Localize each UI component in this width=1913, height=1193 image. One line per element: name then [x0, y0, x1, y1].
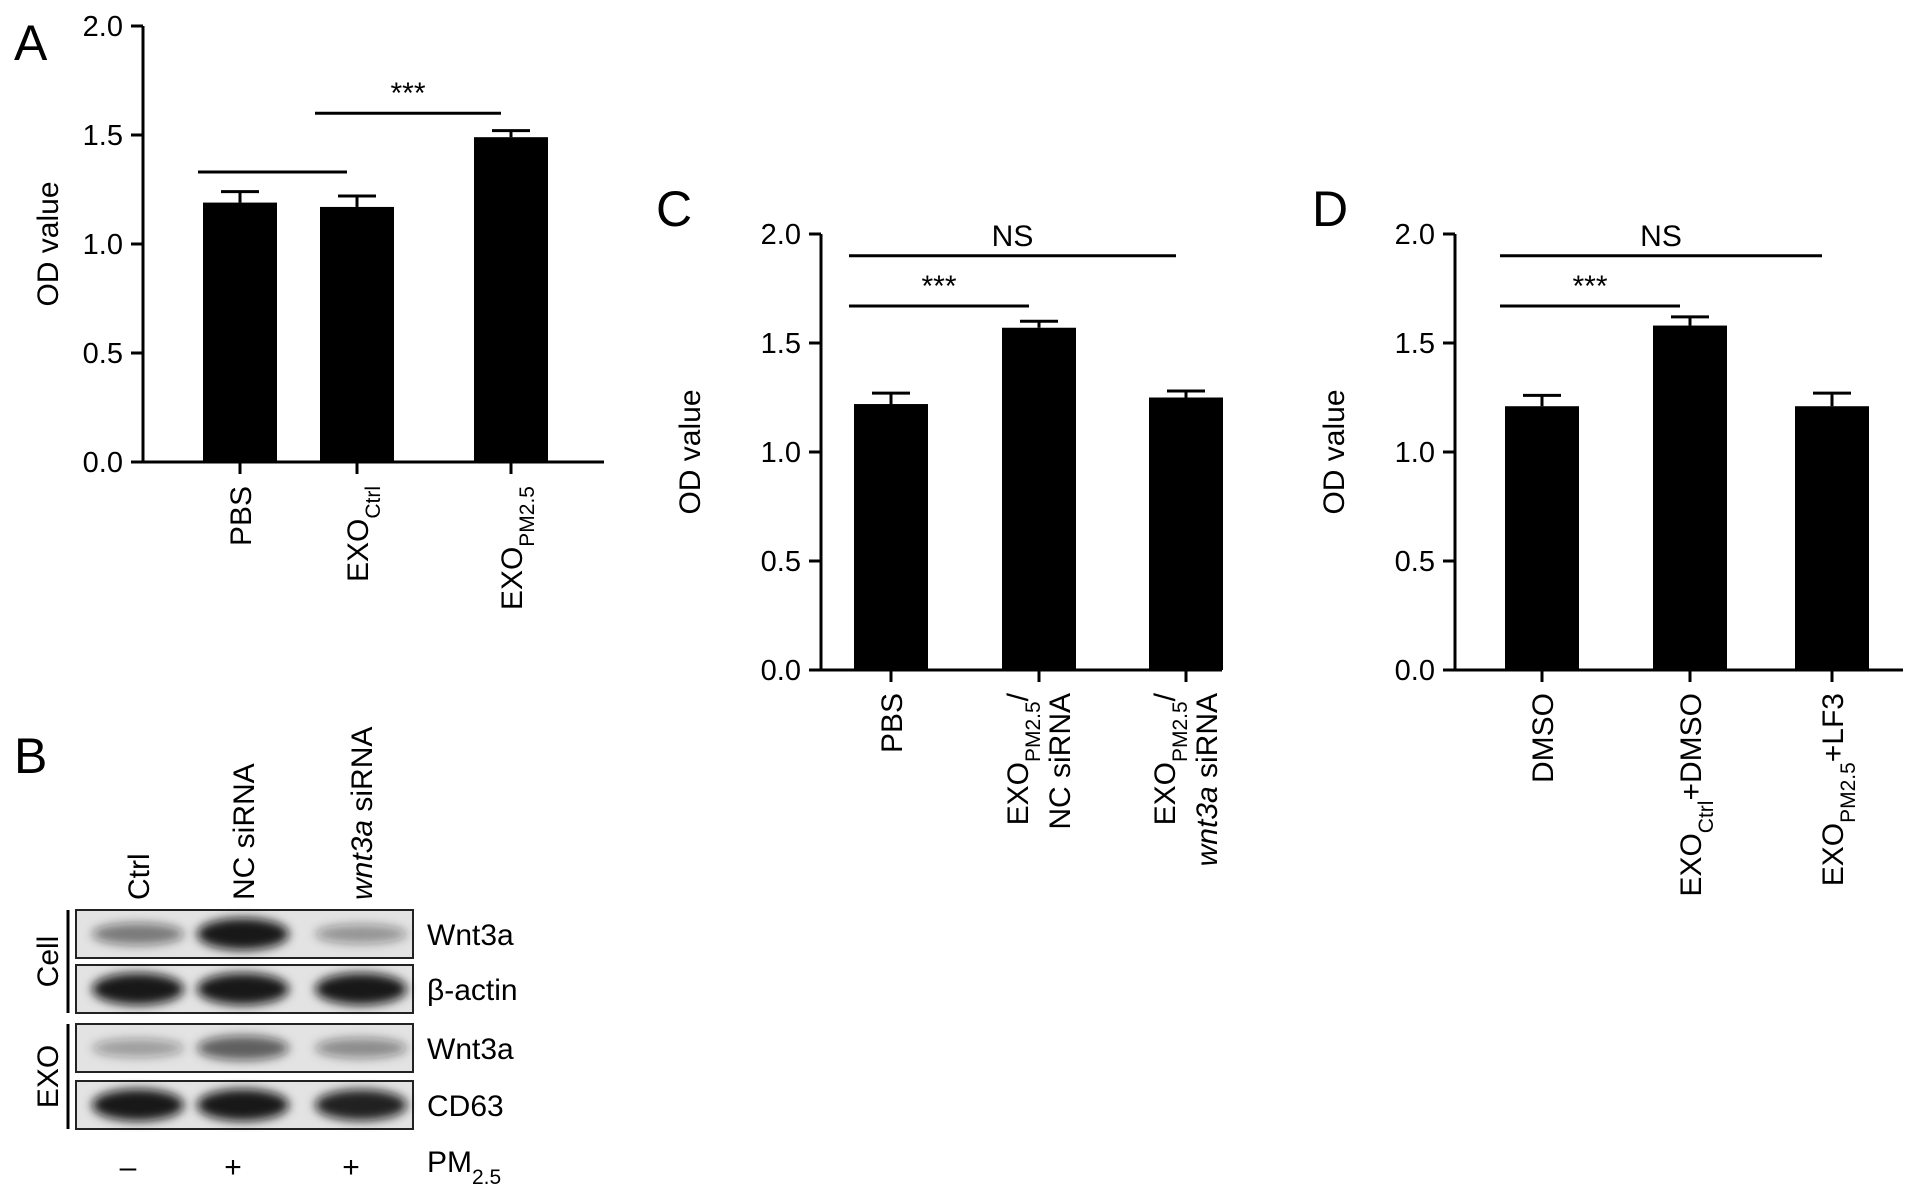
- bar: [1795, 406, 1869, 670]
- blot-row-label: CD63: [427, 1090, 504, 1123]
- x-category-label: PBS: [876, 693, 909, 753]
- blot-band: [92, 922, 184, 946]
- lane-label: Ctrl: [123, 853, 156, 900]
- y-tick-label: 2.0: [1395, 219, 1435, 251]
- x-category-label-line2: NC siRNA: [1044, 693, 1077, 830]
- x-category-label: DMSO: [1527, 693, 1560, 783]
- blot-band: [92, 1089, 184, 1121]
- blot-band: [197, 973, 289, 1005]
- bar: [854, 404, 928, 670]
- x-category-label: EXOPM2.5/: [1149, 692, 1192, 825]
- y-tick-label: 1.5: [83, 120, 123, 152]
- bar: [320, 206, 394, 462]
- y-tick-label: 0.0: [83, 447, 123, 479]
- blot-band: [315, 973, 407, 1005]
- blot-band: [92, 1038, 184, 1058]
- blot-band: [197, 1035, 289, 1061]
- blot-row-label: Wnt3a: [427, 1033, 514, 1066]
- panel-letter: B: [14, 728, 47, 784]
- y-tick-label: 0.0: [1395, 655, 1435, 687]
- blot-band: [197, 1089, 289, 1121]
- lane-label: wnt3a siRNA: [346, 727, 379, 900]
- significance-label: NS: [1640, 220, 1682, 253]
- y-tick-label: 1.0: [1395, 437, 1435, 469]
- panel-letter: C: [656, 181, 692, 237]
- group-label: Cell: [32, 936, 65, 988]
- x-category-label: EXOCtrl+DMSO: [1675, 693, 1718, 897]
- significance-label: ***: [921, 270, 956, 303]
- panel-letter: D: [1312, 181, 1348, 237]
- y-axis-label: OD value: [1318, 389, 1351, 514]
- y-axis-label: OD value: [32, 181, 65, 306]
- chart-panel-d: D 0.0 0.5 1.0 1.5 2.0 OD value DMSO EXOCtrl+DMSO…: [1312, 181, 1903, 897]
- y-tick-label: 0.0: [761, 655, 801, 687]
- bar: [1505, 406, 1579, 670]
- treatment-label: PM2.5: [427, 1146, 501, 1189]
- chart-panel-c: C 0.0 0.5 1.0 1.5 2.0 OD value PBS EXOPM2.5/NC s…: [656, 181, 1224, 866]
- x-category-label: EXOCtrl: [342, 486, 385, 582]
- lane-label: NC siRNA: [228, 763, 261, 900]
- panel-letter: A: [14, 15, 48, 71]
- x-category-label: EXOPM2.5: [496, 486, 539, 610]
- y-tick-label: 1.5: [1395, 328, 1435, 360]
- blot-band: [315, 1037, 407, 1059]
- y-tick-label: 1.0: [83, 229, 123, 261]
- blot-panel-b: B Ctrl NC siRNA wnt3a siRNA Wnt3a β-actin Wnt3…: [14, 727, 518, 1189]
- panels: A0.00.51.01.52.0OD valuePBSEXOCtrlEXOPM2…: [14, 11, 1903, 1189]
- bar: [203, 202, 277, 462]
- significance-label: ***: [1572, 270, 1607, 303]
- y-tick-label: 1.5: [761, 328, 801, 360]
- y-tick-label: 1.0: [761, 437, 801, 469]
- significance-label: ***: [390, 77, 425, 110]
- y-axis-label: OD value: [674, 389, 707, 514]
- bar: [1149, 397, 1223, 670]
- blot-band: [92, 973, 184, 1005]
- blot-band: [315, 1089, 407, 1121]
- treatment-value: –: [120, 1151, 137, 1184]
- y-tick-label: 0.5: [83, 338, 123, 370]
- blot-band: [315, 924, 407, 944]
- y-tick-label: 2.0: [761, 219, 801, 251]
- blot-row-label: β-actin: [427, 974, 518, 1007]
- blot-row-label: Wnt3a: [427, 919, 514, 952]
- y-tick-label: 2.0: [83, 11, 123, 43]
- x-category-label-line2: wnt3a siRNA: [1191, 693, 1224, 866]
- chart-panel-a: A 0.0 0.5 1.0 1.5 2.0 OD value PBS EXOCtrl EXOPM2…: [14, 11, 604, 610]
- x-category-label: EXOPM2.5+LF3: [1817, 693, 1860, 886]
- group-label: EXO: [32, 1045, 65, 1108]
- bar: [1653, 325, 1727, 670]
- blot-band: [197, 918, 289, 950]
- treatment-value: +: [342, 1151, 360, 1184]
- y-tick-label: 0.5: [1395, 546, 1435, 578]
- significance-label: NS: [992, 220, 1034, 253]
- bar: [1002, 327, 1076, 670]
- bar: [474, 137, 548, 462]
- x-category-label: EXOPM2.5/: [1002, 692, 1045, 825]
- treatment-value: +: [224, 1151, 242, 1184]
- y-tick-label: 0.5: [761, 546, 801, 578]
- x-category-label: PBS: [225, 486, 258, 546]
